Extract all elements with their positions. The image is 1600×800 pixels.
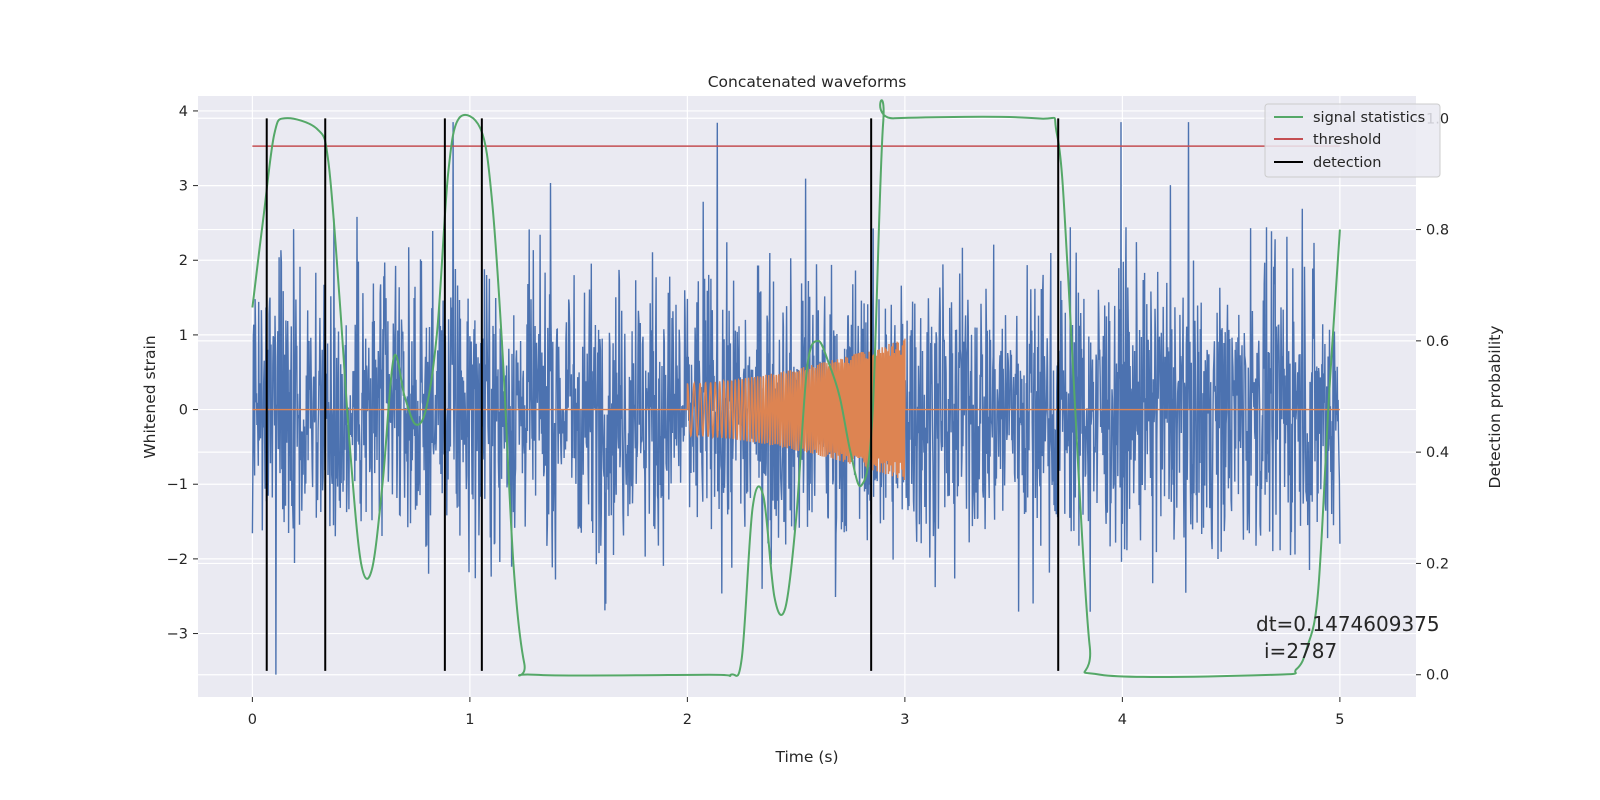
- injection-series: [252, 338, 1340, 481]
- y2-tick-label: 0.0: [1426, 668, 1449, 684]
- y-axis-label: Whitened strain: [141, 335, 159, 458]
- y2-tick-label: 0.8: [1426, 223, 1449, 239]
- legend-label-signal-statistics: signal statistics: [1313, 110, 1425, 126]
- annotation-i: i=2787: [1264, 639, 1337, 663]
- x-tick-label: 5: [1335, 712, 1344, 728]
- y-tick-label: 2: [179, 253, 188, 269]
- x-tick-label: 1: [465, 712, 474, 728]
- legend-label-detection: detection: [1313, 155, 1381, 171]
- y-tick-label: −3: [167, 627, 188, 643]
- x-tick-label: 3: [900, 712, 909, 728]
- data-layer: [251, 99, 1341, 679]
- chart-title: Concatenated waveforms: [708, 73, 907, 91]
- legend-box: [1264, 103, 1441, 178]
- strain-series: [251, 122, 1341, 675]
- y-tick-label: 0: [179, 403, 188, 419]
- y2-tick-label: 0.6: [1426, 334, 1449, 350]
- y-tick-label: −2: [167, 552, 188, 568]
- y2-axis-label: Detection probability: [1486, 326, 1504, 489]
- x-tick-label: 0: [248, 712, 257, 728]
- x-tick-label: 4: [1118, 712, 1127, 728]
- x-axis-label: Time (s): [774, 748, 838, 766]
- annotation-dt: dt=0.1474609375: [1256, 612, 1440, 636]
- y-tick-label: 4: [179, 104, 188, 120]
- y-tick-label: −1: [167, 477, 188, 493]
- x-tick-label: 2: [683, 712, 692, 728]
- y-tick-label: 3: [179, 179, 188, 195]
- y-tick-label: 1: [179, 328, 188, 344]
- signal-statistics-series: [251, 99, 1341, 679]
- legend: signal statistics threshold detection: [1264, 103, 1441, 178]
- y2-tick-label: 0.4: [1426, 445, 1449, 461]
- legend-label-threshold: threshold: [1313, 132, 1381, 148]
- y2-tick-label: 0.2: [1426, 556, 1449, 572]
